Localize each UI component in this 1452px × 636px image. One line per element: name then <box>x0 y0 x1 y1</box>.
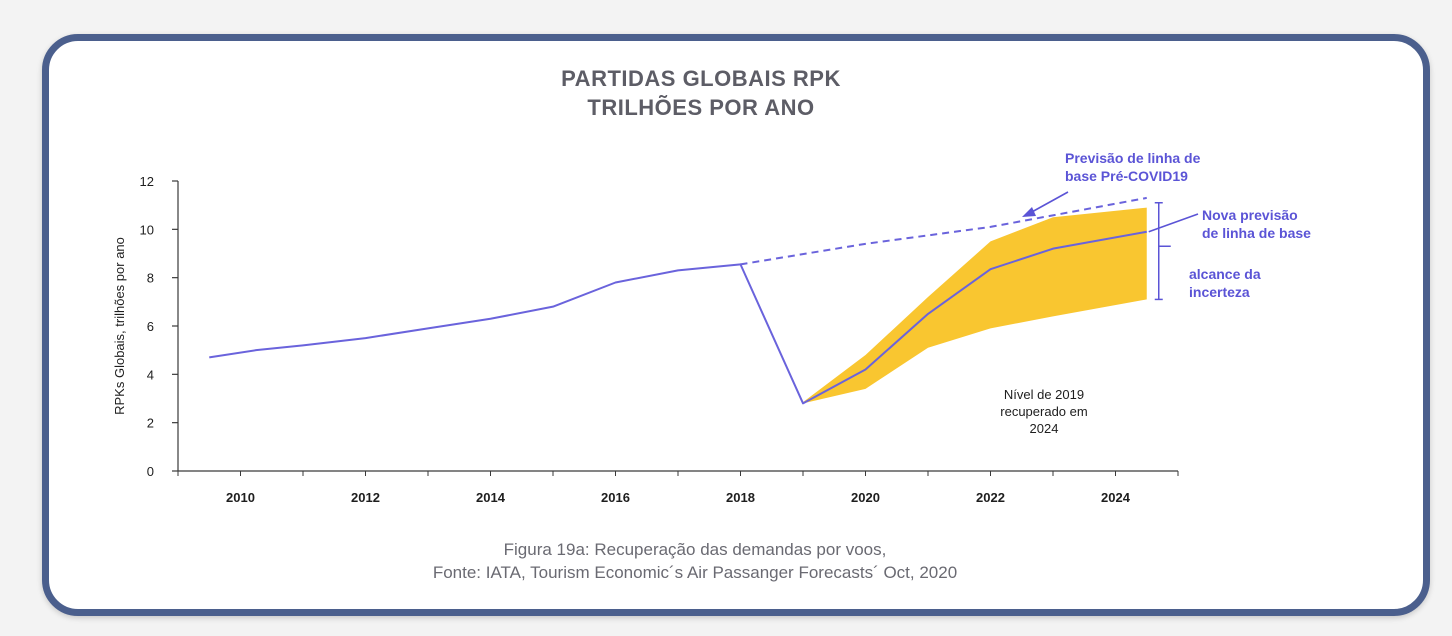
x-tick-label: 2016 <box>601 490 630 505</box>
y-tick-label: 0 <box>147 464 154 479</box>
annotation-recovery-line-1: Nível de 2019 <box>1004 387 1084 402</box>
annotation-shapes <box>1022 191 1199 301</box>
new-forecast-line <box>209 230 1147 405</box>
caption-line-1: Figura 19a: Recuperação das demandas por… <box>504 540 887 559</box>
pre-covid-forecast-line <box>740 196 1147 266</box>
x-tick-label: 2014 <box>476 490 506 505</box>
annotation-uncertainty-line-2: incerteza <box>1189 284 1250 300</box>
chart-frame <box>42 34 1430 616</box>
caption-line-2: Fonte: IATA, Tourism Economic´s Air Pass… <box>433 563 957 582</box>
uncertainty-band-layer <box>803 207 1147 404</box>
annotation-recovery-line-3: 2024 <box>1030 421 1059 436</box>
chart-title-line-2: TRILHÕES POR ANO <box>587 95 814 120</box>
annotation-new-forecast-line-2: de linha de base <box>1202 225 1311 241</box>
y-tick-label: 4 <box>147 367 154 382</box>
y-tick-label: 12 <box>140 174 154 189</box>
series-lines-layer <box>209 196 1147 405</box>
pre-covid-arrow-head <box>1022 207 1036 217</box>
annotation-pre-covid-line-1: Previsão de linha de <box>1065 150 1201 166</box>
y-tick-label: 2 <box>147 416 154 431</box>
y-axis-label: RPKs Globais, trilhões por ano <box>112 237 127 415</box>
x-tick-label: 2012 <box>351 490 380 505</box>
new-forecast-connector <box>1148 213 1199 233</box>
annotation-recovery-line-2: recuperado em <box>1000 404 1087 419</box>
x-tick-label: 2022 <box>976 490 1005 505</box>
annotation-new-forecast-line-1: Nova previsão <box>1202 207 1298 223</box>
y-tick-label: 6 <box>147 319 154 334</box>
x-tick-label: 2024 <box>1101 490 1131 505</box>
axes: 0 2 4 6 8 10 12 2010 2012 2014 2016 2018 2020 2022 202… <box>140 174 1179 505</box>
chart-title-line-1: PARTIDAS GLOBAIS RPK <box>561 66 841 91</box>
x-tick-label: 2018 <box>726 490 755 505</box>
y-tick-label: 10 <box>140 222 154 237</box>
uncertainty-band <box>803 207 1147 404</box>
y-tick-label: 8 <box>147 271 154 286</box>
annotation-uncertainty-line-1: alcance da <box>1189 266 1261 282</box>
x-tick-label: 2010 <box>226 490 255 505</box>
x-tick-label: 2020 <box>851 490 880 505</box>
annotation-pre-covid-line-2: base Pré-COVID19 <box>1065 168 1188 184</box>
pre-covid-arrow-line <box>1029 191 1069 214</box>
